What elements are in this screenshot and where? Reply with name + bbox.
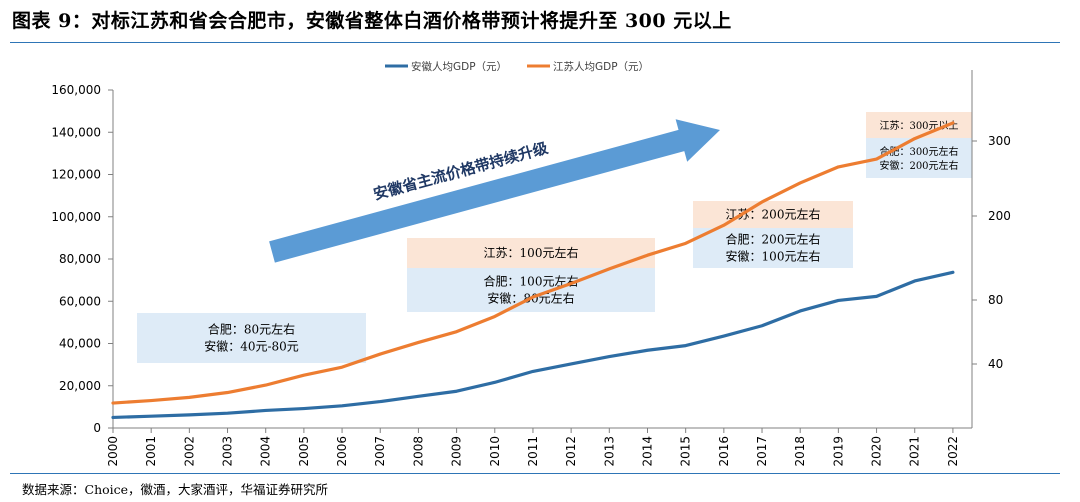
x-tick-label: 2000 xyxy=(106,436,120,467)
annotation-box xyxy=(693,228,853,268)
x-tick-label: 2016 xyxy=(717,436,731,467)
x-tick-label: 2006 xyxy=(335,436,349,467)
chart-series xyxy=(111,121,955,420)
y-tick-label: 20,000 xyxy=(59,379,101,393)
y-tick-label: 120,000 xyxy=(51,168,101,182)
y-tick-label: 100,000 xyxy=(51,210,101,224)
trend-arrow-shape xyxy=(269,119,720,263)
y2-tick-label: 80 xyxy=(988,293,1003,307)
annotation-box xyxy=(407,268,655,312)
annotation-text: 安徽：100元左右 xyxy=(726,249,821,264)
x-tick-label: 2005 xyxy=(297,436,311,467)
y2-tick-label: 300 xyxy=(988,134,1011,148)
x-tick-label: 2022 xyxy=(946,436,960,467)
annotation-text: 合肥：100元左右 xyxy=(484,274,579,289)
series-line-1 xyxy=(111,270,955,420)
chart-axes: 0 20,000 40,000 60,000 80,000 100,000 120,000 1… xyxy=(51,70,1011,467)
annotation-text: 合肥：200元左右 xyxy=(726,232,821,247)
x-tick-label: 2004 xyxy=(259,436,273,467)
annotation-text: 合肥：80元左右 xyxy=(208,322,295,337)
legend-label-1: 安徽人均GDP（元） xyxy=(411,60,507,73)
x-tick-label: 2021 xyxy=(908,436,922,467)
y2-tick-label: 200 xyxy=(988,209,1011,223)
source-note: 数据来源：Choice，徽酒，大家酒评，华福证券研究所 xyxy=(22,482,329,497)
title-divider xyxy=(10,42,1060,43)
annotation-text: 江苏：100元左右 xyxy=(484,245,579,260)
y-tick-label: 40,000 xyxy=(59,337,101,351)
annotation-box xyxy=(407,238,655,268)
x-tick-label: 2003 xyxy=(221,436,235,467)
x-tick-label: 2013 xyxy=(602,436,616,467)
x-tick-label: 2010 xyxy=(488,436,502,467)
x-tick-label: 2018 xyxy=(793,436,807,467)
chart-legend: 安徽人均GDP（元） 江苏人均GDP（元） xyxy=(385,60,649,73)
x-tick-label: 2009 xyxy=(450,436,464,467)
y-tick-label: 60,000 xyxy=(59,294,101,308)
y-tick-label: 140,000 xyxy=(51,125,101,139)
annotation-box xyxy=(693,201,853,228)
annotation-text: 安徽：200元左右 xyxy=(879,159,958,172)
y2-tick-label: 40 xyxy=(988,357,1003,371)
y-tick-label: 160,000 xyxy=(51,83,101,97)
x-tick-label: 2011 xyxy=(526,436,540,467)
annotation-box xyxy=(137,313,366,363)
x-tick-label: 2001 xyxy=(144,436,158,467)
x-tick-label: 2002 xyxy=(182,436,196,467)
source-divider xyxy=(10,473,1060,474)
page-title: 图表 9：对标江苏和省会合肥市，安徽省整体白酒价格带预计将提升至 300 元以上 xyxy=(12,10,732,32)
annotation-box xyxy=(866,138,972,178)
series-line-2 xyxy=(111,121,955,405)
x-tick-label: 2007 xyxy=(373,436,387,467)
x-tick-label: 2008 xyxy=(411,436,425,467)
annotation-box xyxy=(866,112,972,138)
y-tick-label: 0 xyxy=(93,421,101,435)
annotation-text: 安徽：40元-80元 xyxy=(204,339,299,354)
legend-label-2: 江苏人均GDP（元） xyxy=(553,60,649,73)
x-tick-label: 2014 xyxy=(640,436,654,467)
x-tick-label: 2015 xyxy=(679,436,693,467)
x-tick-label: 2020 xyxy=(870,436,884,467)
annotation-boxes: 合肥：80元左右安徽：40元-80元江苏：100元左右合肥：100元左右安徽：8… xyxy=(137,112,972,363)
x-tick-label: 2012 xyxy=(564,436,578,467)
x-tick-label: 2019 xyxy=(831,436,845,467)
x-tick-label: 2017 xyxy=(755,436,769,467)
trend-arrow-body xyxy=(269,119,720,263)
y-tick-label: 80,000 xyxy=(59,252,101,266)
